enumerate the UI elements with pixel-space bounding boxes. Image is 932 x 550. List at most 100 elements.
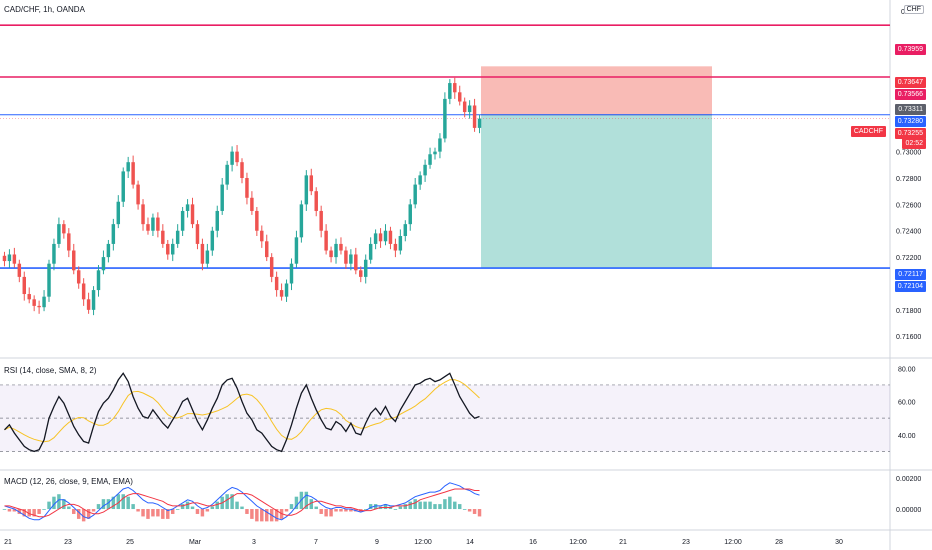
macd-line	[4, 482, 480, 521]
price-tag: 02:52	[902, 138, 926, 149]
candle-body	[175, 230, 180, 244]
macd-title: MACD (12, 26, close, 9, EMA, EMA)	[4, 477, 133, 486]
candles	[2, 77, 482, 316]
rsi-sma-line	[4, 379, 480, 443]
candle-body	[215, 210, 219, 231]
time-tick-label: 12:00	[414, 539, 432, 546]
macd-histogram-bar	[42, 509, 46, 510]
macd-histogram-bar	[349, 509, 353, 512]
candle-body	[161, 230, 165, 244]
macd-histogram-bar	[190, 506, 195, 510]
macd-histogram-bar	[467, 509, 472, 512]
macd-histogram-bar	[96, 504, 101, 510]
macd-histogram-bar	[225, 494, 229, 510]
macd-histogram-bar	[210, 506, 215, 510]
macd-histogram-bar	[418, 501, 422, 510]
macd-histogram-bar	[334, 509, 338, 512]
macd-histogram-bar	[368, 504, 373, 510]
candle-body	[344, 250, 348, 264]
candle-body	[200, 243, 205, 264]
macd-signal-line	[4, 488, 480, 518]
macd-histogram-bar	[398, 506, 403, 510]
candle-body	[57, 224, 61, 244]
candle-body	[62, 224, 66, 234]
candle-body	[195, 224, 200, 244]
macd-histogram-bar	[453, 501, 457, 510]
candle-body	[433, 151, 437, 155]
price-tag: 0.73255	[894, 128, 926, 139]
time-tick-label: 14	[466, 539, 474, 546]
candle-body	[170, 243, 175, 255]
macd-histogram-bar	[462, 509, 467, 510]
candle-body	[255, 210, 259, 231]
candle-body	[17, 263, 22, 277]
candle-body	[373, 233, 378, 244]
macd-histogram-bar	[423, 501, 427, 510]
candle-body	[299, 204, 304, 238]
candle-body	[91, 290, 96, 310]
macd-histogram-bar	[443, 499, 447, 510]
macd-histogram-bar	[408, 501, 412, 510]
candle-body	[304, 175, 309, 205]
currency-badge[interactable]: CHF	[903, 5, 924, 14]
macd-histogram-bar	[448, 496, 452, 510]
candle-body	[423, 164, 427, 176]
rsi-line	[4, 372, 480, 453]
time-tick-label: 21	[4, 539, 12, 546]
time-tick-label: 23	[64, 539, 72, 546]
time-tick-label: 3	[252, 539, 256, 546]
macd-histogram-bar	[166, 509, 170, 519]
candle-body	[467, 105, 472, 113]
macd-histogram-bar	[339, 509, 343, 512]
macd-histogram-bar	[284, 509, 289, 512]
candle-body	[458, 92, 462, 102]
macd-histogram-bar	[472, 509, 477, 514]
candle-body	[354, 254, 358, 271]
candle-body	[47, 263, 51, 297]
candle-body	[81, 283, 86, 300]
time-tick-label: 28	[775, 539, 783, 546]
macd-histogram-bar	[260, 509, 264, 522]
macd-histogram-bar	[240, 506, 244, 510]
macd-histogram-bar	[373, 504, 378, 510]
macd-histogram-bar	[185, 501, 190, 510]
macd-histogram-bar	[52, 496, 56, 510]
time-tick-label: 9	[375, 539, 379, 546]
macd-histogram-bar	[230, 494, 234, 510]
candle-body	[230, 151, 234, 165]
candle-body	[324, 230, 328, 251]
macd-histogram-bar	[170, 509, 175, 514]
rsi-tick-label: 60.00	[898, 400, 916, 407]
macd-histogram-bar	[195, 509, 200, 514]
time-tick-label: 23	[682, 539, 690, 546]
price-tick-label: 0.71800	[896, 308, 921, 315]
candle-body	[190, 204, 195, 225]
macd-histogram-bar	[413, 499, 417, 510]
candle-body	[27, 294, 31, 300]
candle-body	[368, 243, 373, 260]
rsi-title: RSI (14, close, SMA, 8, 2)	[4, 366, 97, 375]
candle-body	[349, 254, 353, 264]
macd-histogram-bar	[2, 509, 7, 510]
candle-body	[240, 162, 244, 178]
macd-histogram-bar	[161, 509, 165, 519]
candle-body	[86, 299, 91, 310]
macd-histogram-bar	[141, 509, 145, 517]
macd-histogram-bar	[17, 509, 22, 514]
candle-body	[37, 305, 41, 308]
macd-histogram-bar	[76, 509, 81, 519]
candle-body	[225, 164, 229, 185]
macd-histogram-bar	[146, 509, 150, 519]
time-tick-label: 21	[619, 539, 627, 546]
candle-body	[418, 175, 422, 185]
rsi-tick-label: 40.00	[898, 433, 916, 440]
candle-body	[388, 230, 393, 244]
candle-body	[477, 118, 482, 128]
candle-body	[116, 201, 121, 225]
macd-histogram-bar	[136, 509, 140, 512]
candle-body	[453, 83, 457, 93]
take-profit-zone	[481, 114, 712, 269]
candle-body	[462, 101, 467, 113]
candle-body	[339, 243, 343, 251]
